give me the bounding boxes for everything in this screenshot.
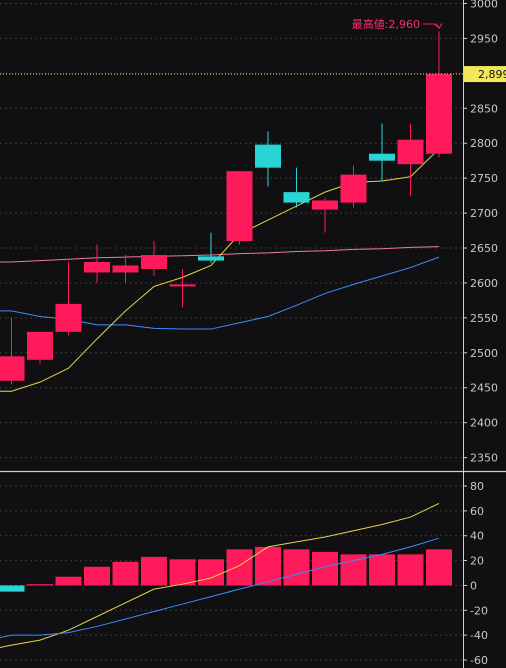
indicator-bar [369, 554, 395, 586]
candle-body [27, 331, 53, 360]
indicator-tick-label: 0 [470, 579, 477, 592]
indicator-tick-label: -40 [470, 629, 488, 642]
price-tick-label: 2400 [470, 417, 498, 430]
indicator-tick-label: 40 [470, 530, 484, 543]
candle-body [340, 174, 367, 203]
candle-body [0, 356, 25, 381]
price-tick-label: 3000 [470, 0, 498, 11]
price-tick-label: 2750 [470, 172, 498, 185]
indicator-bar [84, 566, 110, 586]
price-tick-label: 2600 [470, 277, 498, 290]
price-tick-label: 2350 [470, 452, 498, 465]
price-tick-label: 2650 [470, 242, 498, 255]
indicator-bar [141, 556, 167, 586]
price-tick-label: 2950 [470, 32, 498, 45]
price-tick-label: 2500 [470, 347, 498, 360]
indicator-bar [283, 549, 310, 586]
indicator-panel [0, 502, 452, 649]
indicator-bar [169, 559, 196, 586]
indicator-tick-label: 20 [470, 555, 484, 568]
max-annotation-arrow [435, 23, 443, 30]
candle-body [255, 144, 281, 168]
indicator-bar [55, 576, 82, 586]
candle-body [226, 171, 253, 242]
candle-body [198, 256, 224, 261]
indicator-bar [0, 585, 25, 592]
indicator-bar [198, 559, 224, 586]
indicator-bar [340, 554, 367, 586]
moving-average-line [0, 148, 440, 392]
candle-body [112, 265, 139, 273]
candle-body [141, 255, 167, 269]
last-price-badge [464, 66, 506, 83]
candle-body [283, 192, 310, 203]
price-tick-label: 2700 [470, 207, 498, 220]
price-tick-label: 2550 [470, 312, 498, 325]
indicator-bar [397, 554, 424, 586]
candle-body [369, 153, 395, 161]
candle-body [84, 261, 110, 273]
price-panel: 最高値:2,960 [0, 17, 463, 392]
indicator-bar [27, 584, 53, 586]
max-price-annotation: 最高値:2,960 [352, 17, 420, 31]
indicator-tick-label: -20 [470, 604, 488, 617]
candle-body [312, 200, 338, 210]
candle-body [397, 139, 424, 165]
indicator-tick-label: 80 [470, 480, 484, 493]
candle-body [169, 284, 196, 287]
indicator-tick-label: -60 [470, 654, 488, 667]
indicator-bar [112, 561, 139, 586]
last-price-label: 2,899 [478, 68, 506, 81]
price-tick-label: 2450 [470, 382, 498, 395]
candle-body [55, 303, 82, 332]
indicator-bar [426, 549, 452, 586]
candle-body [426, 74, 452, 154]
indicator-line [0, 537, 440, 639]
price-tick-label: 2800 [470, 137, 498, 150]
indicator-tick-label: 60 [470, 505, 484, 518]
indicator-bar [226, 549, 253, 586]
price-tick-label: 2850 [470, 102, 498, 115]
